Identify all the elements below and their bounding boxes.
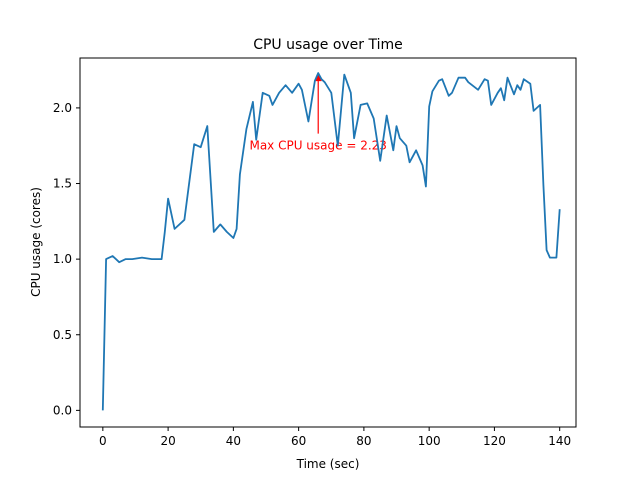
x-tick-label: 0 — [99, 434, 107, 448]
x-axis: 0 20 40 60 80 100 120 140 — [99, 427, 571, 448]
cpu-usage-series-line — [101, 72, 561, 411]
y-axis-label: CPU usage (cores) — [29, 187, 43, 297]
y-axis: 0.0 0.5 1.0 1.5 2.0 — [53, 101, 80, 417]
x-tick-label: 60 — [291, 434, 306, 448]
x-tick-label: 120 — [483, 434, 506, 448]
axes-frame — [79, 57, 577, 428]
x-axis-label: Time (sec) — [296, 457, 360, 471]
x-tick-label: 140 — [548, 434, 571, 448]
max-cpu-annotation-label: Max CPU usage = 2.23 — [249, 139, 386, 153]
y-tick-label: 0.5 — [53, 328, 72, 342]
x-tick-label: 20 — [160, 434, 175, 448]
series-layer — [101, 72, 561, 411]
x-tick-label: 40 — [226, 434, 241, 448]
y-tick-label: 1.0 — [53, 252, 72, 266]
x-tick-label: 80 — [356, 434, 371, 448]
x-tick-label: 100 — [418, 434, 441, 448]
y-tick-label: 1.5 — [53, 177, 72, 191]
plot-area — [80, 58, 576, 427]
y-tick-label: 2.0 — [53, 101, 72, 115]
y-tick-label: 0.0 — [53, 403, 72, 417]
chart-title: CPU usage over Time — [253, 37, 403, 53]
